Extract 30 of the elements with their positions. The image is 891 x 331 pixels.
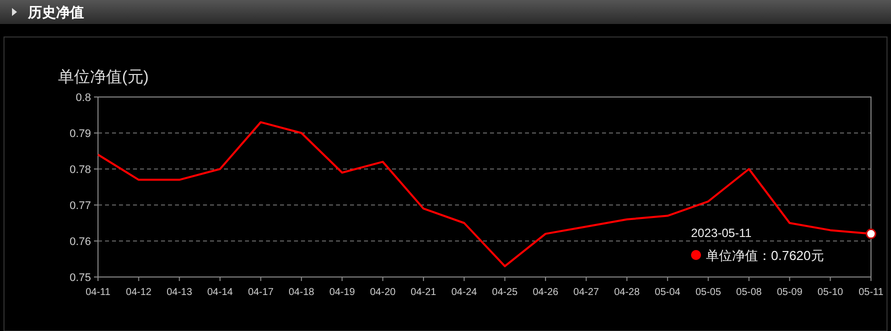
y-tick-label: 0.75 (70, 272, 91, 284)
x-tick-label: 05-05 (695, 287, 722, 298)
x-tick-label: 04-12 (126, 287, 152, 298)
x-tick-label: 04-25 (492, 287, 518, 298)
y-axis-title: 单位净值(元) (58, 68, 149, 86)
y-tick-label: 0.78 (70, 164, 91, 176)
chart-title: 历史净值 (27, 4, 84, 20)
x-tick-label: 04-26 (532, 287, 559, 298)
annotation: 单位净值：0.7620元 (706, 248, 824, 263)
x-tick-label: 04-13 (166, 287, 193, 298)
x-tick-label: 05-10 (818, 287, 844, 298)
x-tick-label: 04-21 (410, 287, 437, 298)
y-tick-label: 0.8 (76, 92, 91, 104)
y-tick-label: 0.76 (70, 236, 91, 248)
x-tick-label: 05-11 (858, 287, 884, 298)
x-tick-label: 04-11 (86, 287, 111, 298)
y-tick-label: 0.79 (70, 128, 91, 140)
x-tick-label: 05-09 (776, 287, 803, 298)
x-tick-label: 05-04 (654, 287, 681, 298)
x-tick-label: 04-14 (207, 287, 234, 298)
annotation: 2023-05-11 (691, 226, 752, 240)
x-tick-label: 04-27 (573, 287, 600, 298)
x-tick-label: 05-08 (736, 287, 762, 298)
x-tick-label: 04-17 (248, 287, 274, 298)
x-tick-label: 04-28 (614, 287, 640, 298)
y-tick-label: 0.77 (70, 200, 91, 212)
x-tick-label: 04-20 (370, 287, 396, 298)
x-tick-label: 04-18 (288, 287, 315, 298)
x-tick-label: 04-24 (451, 287, 478, 298)
x-tick-label: 04-19 (329, 287, 356, 298)
